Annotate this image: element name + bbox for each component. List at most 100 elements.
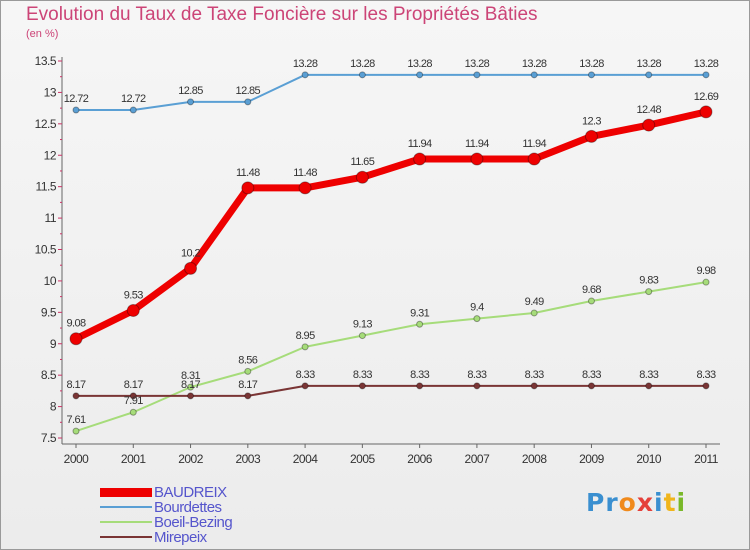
data-point bbox=[587, 297, 595, 305]
data-point bbox=[645, 382, 653, 390]
data-label: 13.28 bbox=[407, 58, 432, 70]
data-point bbox=[187, 98, 195, 106]
x-tick-label: 2010 bbox=[636, 452, 662, 466]
legend-item: BAUDREIX bbox=[100, 484, 360, 501]
data-label: 11.48 bbox=[293, 167, 317, 179]
data-label: 9.53 bbox=[124, 289, 143, 301]
x-tick-label: 2004 bbox=[293, 452, 319, 466]
data-point bbox=[645, 288, 653, 296]
data-point bbox=[470, 152, 484, 166]
y-tick-label: 13.5 bbox=[35, 54, 57, 68]
data-point bbox=[584, 129, 598, 143]
data-label: 12.48 bbox=[636, 104, 661, 116]
data-label: 8.33 bbox=[410, 369, 429, 381]
data-label: 8.33 bbox=[582, 369, 601, 381]
x-tick-label: 2003 bbox=[235, 452, 261, 466]
data-point bbox=[473, 382, 481, 390]
legend-label: Boeil-Bezing bbox=[154, 514, 233, 531]
data-label: 13.28 bbox=[293, 58, 318, 70]
data-point bbox=[184, 261, 198, 275]
data-label: 9.98 bbox=[696, 265, 715, 277]
data-label: 13.28 bbox=[522, 58, 547, 70]
data-label: 9.68 bbox=[582, 284, 601, 296]
data-label: 12.85 bbox=[236, 85, 261, 97]
y-tick-label: 10 bbox=[44, 274, 57, 288]
data-label: 9.83 bbox=[639, 275, 658, 287]
logo-letter: i bbox=[676, 488, 687, 517]
logo-letter: t bbox=[663, 488, 677, 517]
data-point bbox=[645, 71, 653, 79]
y-tick-label: 10.5 bbox=[35, 243, 57, 257]
data-point bbox=[244, 367, 252, 375]
legend-swatch bbox=[100, 487, 152, 497]
chart-title: Evolution du Taux de Taxe Foncière sur l… bbox=[26, 4, 538, 25]
data-point bbox=[358, 382, 366, 390]
x-tick-label: 2011 bbox=[694, 452, 719, 466]
data-label: 8.95 bbox=[296, 330, 315, 342]
data-point bbox=[358, 332, 366, 340]
data-point bbox=[702, 71, 710, 79]
data-label: 12.69 bbox=[694, 91, 719, 103]
data-point bbox=[72, 427, 80, 435]
data-point bbox=[702, 382, 710, 390]
data-label: 12.3 bbox=[582, 115, 601, 127]
data-point bbox=[702, 278, 710, 286]
data-label: 8.33 bbox=[696, 369, 715, 381]
data-point bbox=[126, 303, 140, 317]
data-label: 8.17 bbox=[181, 379, 200, 391]
logo-letter: i bbox=[654, 488, 664, 517]
x-tick-label: 2000 bbox=[64, 452, 90, 466]
data-point bbox=[355, 170, 369, 184]
series-line bbox=[76, 73, 706, 112]
data-point bbox=[129, 408, 137, 416]
data-label: 8.17 bbox=[238, 379, 257, 391]
logo-letter: P bbox=[586, 488, 606, 517]
x-tick-label: 2008 bbox=[522, 452, 548, 466]
series-mirepeix bbox=[72, 382, 710, 400]
y-tick-label: 8 bbox=[50, 400, 57, 414]
y-tick-label: 13 bbox=[44, 85, 57, 99]
data-point bbox=[129, 392, 137, 400]
data-label: 11.48 bbox=[236, 167, 260, 179]
data-point bbox=[187, 383, 195, 391]
data-label: 7.91 bbox=[124, 395, 143, 407]
data-label: 12.72 bbox=[121, 93, 146, 105]
proxiti-logo: Proxiti bbox=[586, 488, 686, 517]
data-point bbox=[699, 105, 713, 119]
data-label: 11.94 bbox=[522, 138, 546, 150]
data-point bbox=[642, 118, 656, 132]
data-point bbox=[413, 152, 427, 166]
legend-swatch bbox=[100, 506, 152, 508]
series-bourdettes bbox=[72, 71, 710, 114]
data-label: 8.17 bbox=[124, 379, 143, 391]
data-label: 7.61 bbox=[66, 414, 85, 426]
logo-letter: x bbox=[636, 488, 654, 517]
y-tick-label: 11 bbox=[45, 211, 57, 225]
data-label: 13.28 bbox=[579, 58, 604, 70]
legend-label: Bourdettes bbox=[154, 499, 222, 516]
data-point bbox=[587, 382, 595, 390]
legend-item: Boeil-Bezing bbox=[100, 514, 360, 531]
y-tick-label: 11.5 bbox=[36, 180, 57, 194]
data-point bbox=[358, 71, 366, 79]
data-label: 9.4 bbox=[470, 302, 484, 314]
data-label: 13.28 bbox=[694, 58, 719, 70]
logo-letter: r bbox=[605, 488, 619, 517]
unit-label: (en %) bbox=[26, 28, 59, 40]
data-point bbox=[416, 382, 424, 390]
data-point bbox=[72, 106, 80, 114]
data-point bbox=[587, 71, 595, 79]
data-label: 9.49 bbox=[525, 296, 544, 308]
data-point bbox=[301, 71, 309, 79]
data-label: 8.33 bbox=[525, 369, 544, 381]
data-label: 11.94 bbox=[465, 138, 489, 150]
data-point bbox=[301, 343, 309, 351]
data-point bbox=[298, 181, 312, 195]
x-tick-label: 2007 bbox=[465, 452, 491, 466]
data-label: 8.33 bbox=[353, 369, 372, 381]
legend-swatch bbox=[100, 536, 152, 538]
data-point bbox=[241, 181, 255, 195]
data-point bbox=[129, 106, 137, 114]
series-line bbox=[74, 108, 707, 342]
